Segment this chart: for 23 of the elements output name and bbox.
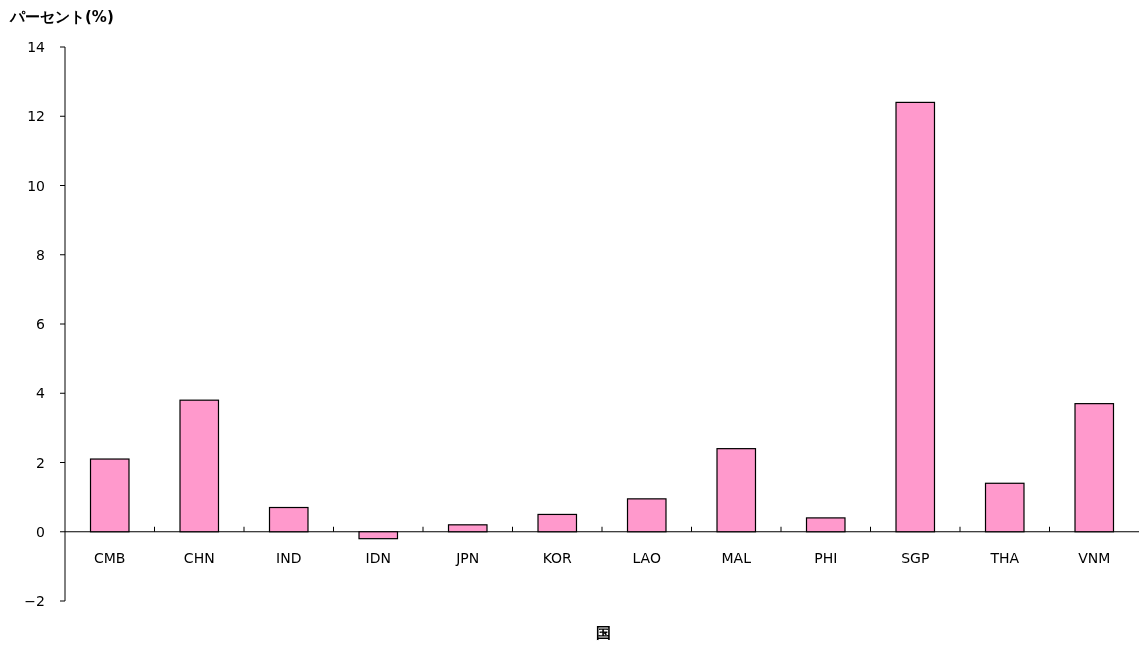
x-tick-label: CMB: [94, 549, 126, 566]
x-tick-label: IND: [276, 549, 302, 566]
y-tick-label: 2: [36, 454, 45, 471]
x-tick-label: JPN: [455, 549, 480, 566]
x-tick-label: VNM: [1078, 549, 1111, 566]
y-tick-label: 0: [36, 523, 45, 540]
x-tick-label: LAO: [632, 549, 661, 566]
y-tick-label: −2: [24, 593, 45, 609]
x-tick-label: CHN: [183, 549, 215, 566]
x-tick-label: MAL: [721, 549, 752, 566]
y-tick-label: 10: [27, 177, 45, 194]
y-tick-label: 12: [27, 108, 45, 125]
x-axis-title: 国: [595, 624, 611, 642]
x-tick-label: THA: [989, 549, 1020, 566]
x-tick-label: PHI: [814, 549, 838, 566]
x-tick-label: KOR: [542, 549, 573, 566]
y-tick-label: 4: [36, 385, 46, 402]
x-tick-label: IDN: [365, 549, 391, 566]
y-tick-label: 6: [36, 316, 46, 332]
y-tick-label: 14: [27, 39, 46, 55]
y-tick-label: 8: [36, 246, 45, 263]
y-axis-title: パーセント(%): [9, 8, 114, 26]
x-tick-label: SGP: [901, 549, 930, 566]
